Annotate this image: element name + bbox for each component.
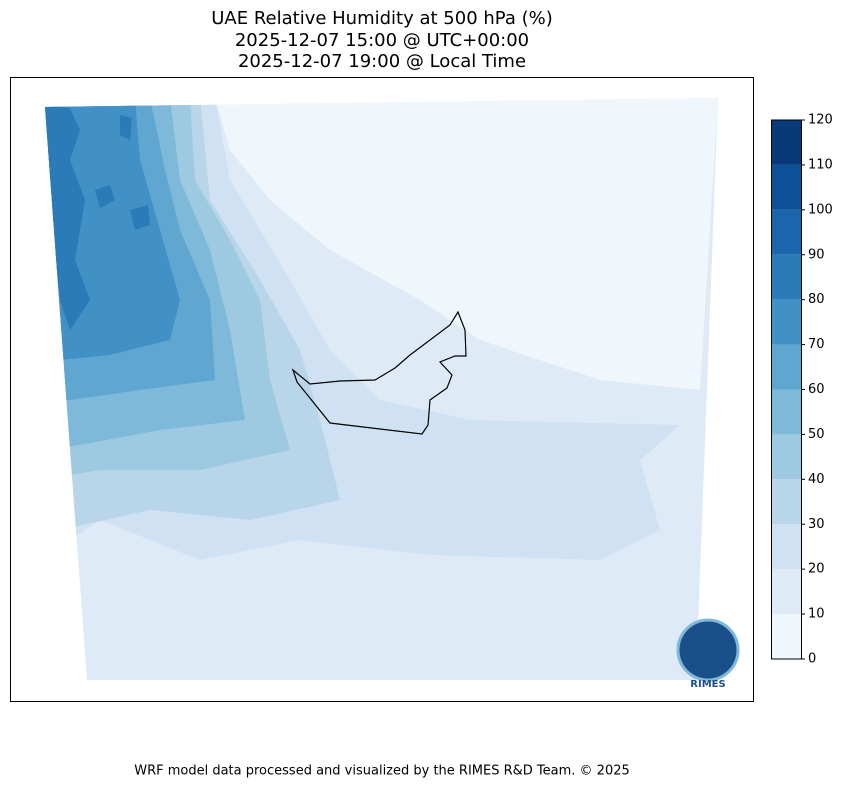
colorbar-band <box>771 209 801 255</box>
colorbar-band <box>771 569 801 615</box>
colorbar-tick-label: 110 <box>808 157 833 172</box>
uae-border <box>291 310 467 435</box>
colorbar-band <box>771 479 801 525</box>
colorbar-band <box>771 614 801 659</box>
title-line: UAE Relative Humidity at 500 hPa (%) <box>211 8 552 29</box>
footer: WRF model data processed and visualized … <box>134 764 630 779</box>
map-frame <box>10 77 754 702</box>
colorbar-tick-label: 120 <box>808 113 833 128</box>
colorbar-band <box>771 299 801 345</box>
colorbar-tick-label: 100 <box>808 202 833 217</box>
colorbar-tick-label: 70 <box>808 337 825 352</box>
colorbar-band <box>771 254 801 300</box>
title-line: 2025-12-07 19:00 @ Local Time <box>238 51 526 72</box>
colorbar-tick-label: 50 <box>808 427 825 442</box>
contour-fill <box>95 115 150 230</box>
logo-emblem <box>676 618 740 682</box>
colorbar-tick-label: 30 <box>808 517 825 532</box>
colorbar-band <box>771 524 801 570</box>
logo: RIMES <box>676 618 740 690</box>
colorbar-band <box>771 120 801 165</box>
colorbar: 0 10 20 30 40 50 60 70 80 90 100 110 120 <box>771 113 833 667</box>
colorbar-band <box>771 434 801 480</box>
colorbar-band <box>771 164 801 210</box>
colorbar-tick-label: 90 <box>808 247 825 262</box>
colorbar-tick-label: 20 <box>808 562 825 577</box>
title-line: 2025-12-07 15:00 @ UTC+00:00 <box>235 30 529 51</box>
colorbar-tick-label: 80 <box>808 292 825 307</box>
logo-text: RIMES <box>690 679 725 690</box>
colorbar-tick-label: 10 <box>808 607 825 622</box>
colorbar-band <box>771 344 801 390</box>
colorbar-band <box>771 389 801 435</box>
colorbar-tick-label: 0 <box>808 652 816 667</box>
contour-fill <box>215 98 718 390</box>
contour-fill <box>45 105 90 330</box>
colorbar-tick-label: 40 <box>808 472 825 487</box>
colorbar-tick-label: 60 <box>808 382 825 397</box>
